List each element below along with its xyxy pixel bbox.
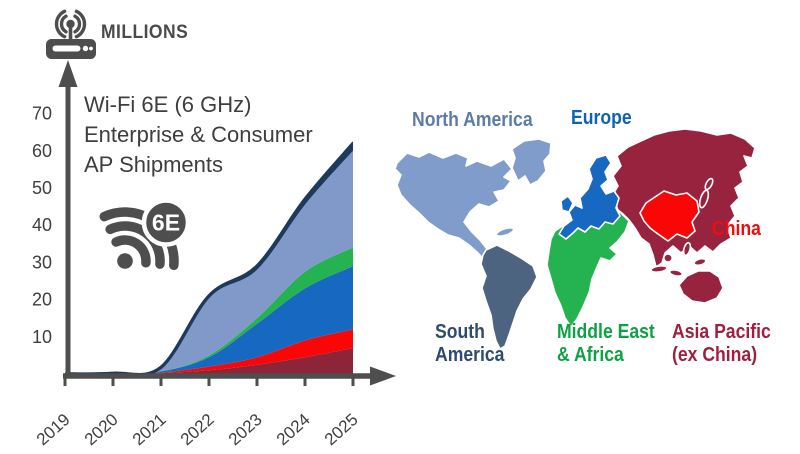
- chart-title: Wi-Fi 6E (6 GHz) Enterprise & Consumer A…: [84, 90, 313, 180]
- label-china: China: [712, 218, 761, 241]
- chart-title-line-1: Wi-Fi 6E (6 GHz): [84, 92, 252, 117]
- world-map: [394, 128, 756, 350]
- region-china: [639, 190, 700, 242]
- y-tick-label: 50: [32, 178, 52, 198]
- region-north-america: [394, 138, 552, 264]
- wifi-6e-badge-icon: 6E: [99, 198, 191, 271]
- label-line: America: [435, 344, 505, 366]
- y-tick-label: 40: [32, 215, 52, 235]
- australia-shape: [678, 270, 724, 304]
- y-tick-label: 60: [32, 141, 52, 161]
- label-line: Europe: [571, 107, 632, 129]
- wifi-dot: [117, 253, 133, 269]
- signal-arc: [74, 9, 87, 39]
- region-south-america: [480, 244, 538, 350]
- router-slot: [52, 45, 81, 52]
- router-led: [82, 45, 89, 52]
- china-shape: [639, 190, 700, 242]
- label-line: & Africa: [557, 344, 624, 366]
- area-series-4: [65, 150, 353, 374]
- label-line: (ex China): [672, 344, 758, 366]
- y-tick-label: 20: [32, 290, 52, 310]
- label-line: China: [712, 218, 761, 240]
- x-axis-arrow: [370, 366, 396, 386]
- area-series-1: [65, 329, 353, 374]
- borneo-shape: [662, 253, 673, 263]
- units-label: MILLIONS: [101, 22, 189, 43]
- caribbean-island-shape: [495, 227, 515, 237]
- label-north-america: North America: [412, 109, 533, 132]
- x-tick-label: 2019: [33, 410, 74, 449]
- label-line: South: [435, 321, 485, 343]
- router-led: [89, 46, 93, 51]
- japan-shape: [698, 189, 710, 209]
- wifi-arc: [111, 235, 151, 268]
- label-line: North America: [412, 109, 533, 131]
- x-tick-label: 2024: [273, 410, 314, 449]
- badge-text: 6E: [152, 210, 180, 236]
- area-series-0: [65, 348, 353, 374]
- antenna-stem: [68, 26, 73, 40]
- label-line: Middle East: [557, 321, 655, 343]
- y-tick-label: 10: [32, 327, 52, 347]
- chart-title-line-2: Enterprise & Consumer: [84, 122, 313, 147]
- x-tick-label: 2020: [81, 410, 122, 449]
- region-europe: [558, 154, 621, 240]
- label-middle-east-africa: Middle East & Africa: [557, 321, 655, 367]
- europe-shape: [558, 154, 621, 240]
- y-tick-label: 30: [32, 252, 52, 272]
- x-tick-label: 2025: [321, 410, 362, 449]
- chart-title-line-3: AP Shipments: [84, 152, 224, 177]
- x-tick-label: 2022: [177, 410, 218, 449]
- new-guinea-shape: [693, 257, 707, 267]
- y-axis-arrow: [58, 60, 78, 87]
- x-tick-label: 2021: [129, 410, 170, 449]
- greenland-shape: [511, 138, 552, 186]
- signal-arc: [59, 14, 68, 34]
- label-europe: Europe: [571, 107, 632, 130]
- label-asia-pacific: Asia Pacific (ex China): [672, 321, 771, 367]
- badge-circle: [141, 198, 191, 247]
- label-south-america: South America: [435, 321, 504, 367]
- area-series-2: [65, 266, 353, 374]
- wireless-router-icon: [46, 9, 96, 59]
- indonesia-shape: [668, 269, 684, 277]
- north-america-shape: [394, 151, 513, 264]
- signal-arc: [73, 14, 82, 34]
- south-america-shape: [480, 244, 538, 350]
- indonesia-shape: [650, 265, 668, 273]
- japan-shape: [704, 177, 714, 191]
- philippines-shape: [682, 241, 692, 257]
- shipments-area-chart: 2019 2020 2021 2022 2023 2024 2025 70 60 50 40 30 20…: [32, 9, 396, 449]
- y-tick-label: 70: [32, 104, 52, 124]
- signal-arc: [54, 9, 67, 39]
- label-line: Asia Pacific: [672, 321, 771, 343]
- british-isles-shape: [560, 195, 574, 213]
- antenna-dot: [66, 19, 75, 29]
- x-tick-label: 2023: [225, 410, 266, 449]
